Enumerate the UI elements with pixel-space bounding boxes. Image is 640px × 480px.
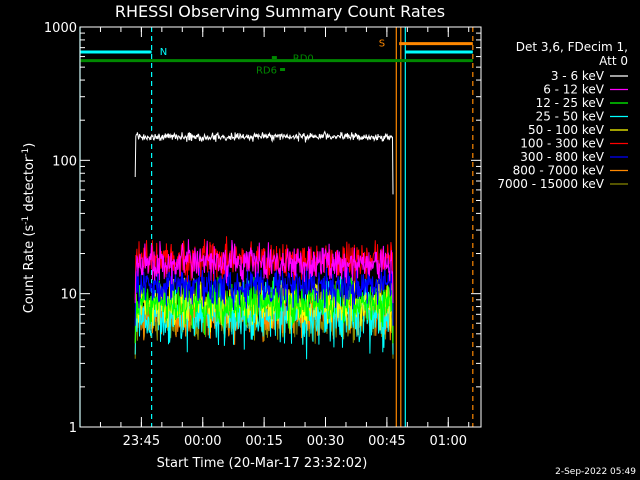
legend-header-line1: Det 3,6, FDecim 1, xyxy=(516,40,628,54)
count-rate-series xyxy=(134,119,394,360)
flag-label: N xyxy=(160,47,167,58)
decimation-annotation: RD6 xyxy=(256,66,277,77)
decimation-marker xyxy=(271,56,277,60)
legend-label: 50 - 100 keV xyxy=(528,123,605,137)
status-flag-bars: NS xyxy=(80,39,473,63)
legend-label: 300 - 800 keV xyxy=(520,150,604,164)
legend-label: 7000 - 15000 keV xyxy=(497,177,604,191)
x-tick-label: 00:45 xyxy=(368,434,405,449)
plot-frame xyxy=(79,26,482,428)
legend-label: 3 - 6 keV xyxy=(551,69,605,83)
x-tick-label: 00:00 xyxy=(184,434,221,449)
legend-header-line2: Att 0 xyxy=(599,54,628,68)
x-axis-label: Start Time (20-Mar-17 23:32:02) xyxy=(157,456,368,471)
series-line xyxy=(134,119,394,178)
x-tick-label: 00:30 xyxy=(307,434,344,449)
series-line xyxy=(134,239,394,304)
legend-label: 12 - 25 keV xyxy=(536,96,605,110)
legend-label: 100 - 300 keV xyxy=(520,137,604,151)
series-line xyxy=(134,286,394,355)
chart-title: RHESSI Observing Summary Count Rates xyxy=(115,2,445,21)
y-tick-label: 1000 xyxy=(44,21,77,36)
flag-label: S xyxy=(379,39,385,50)
generation-timestamp: 2-Sep-2022 05:49 xyxy=(555,467,636,477)
y-tick-label: 10 xyxy=(60,288,77,303)
legend-label: 25 - 50 keV xyxy=(536,110,605,124)
y-axis-ticks: 1 10 100 1000 xyxy=(44,21,481,436)
x-tick-label: 00:15 xyxy=(245,434,282,449)
x-tick-label: 01:00 xyxy=(430,434,467,449)
legend-label: 800 - 7000 keV xyxy=(513,164,605,178)
legend-label: 6 - 12 keV xyxy=(543,83,605,97)
y-axis-label: Count Rate (s-1 detector-1) xyxy=(21,143,37,314)
decimation-marker xyxy=(280,68,286,72)
series-line-3-6kev xyxy=(134,130,394,195)
decimation-annotation: RD0 xyxy=(293,54,314,65)
x-axis-ticks: 23:45 00:00 00:15 00:30 00:45 01:00 xyxy=(79,27,470,449)
y-tick-label: 100 xyxy=(52,154,77,169)
series-line xyxy=(134,258,394,326)
annotations: RD0 RD6 xyxy=(256,54,314,77)
x-tick-label: 23:45 xyxy=(123,434,160,449)
y-tick-label: 1 xyxy=(69,421,77,436)
